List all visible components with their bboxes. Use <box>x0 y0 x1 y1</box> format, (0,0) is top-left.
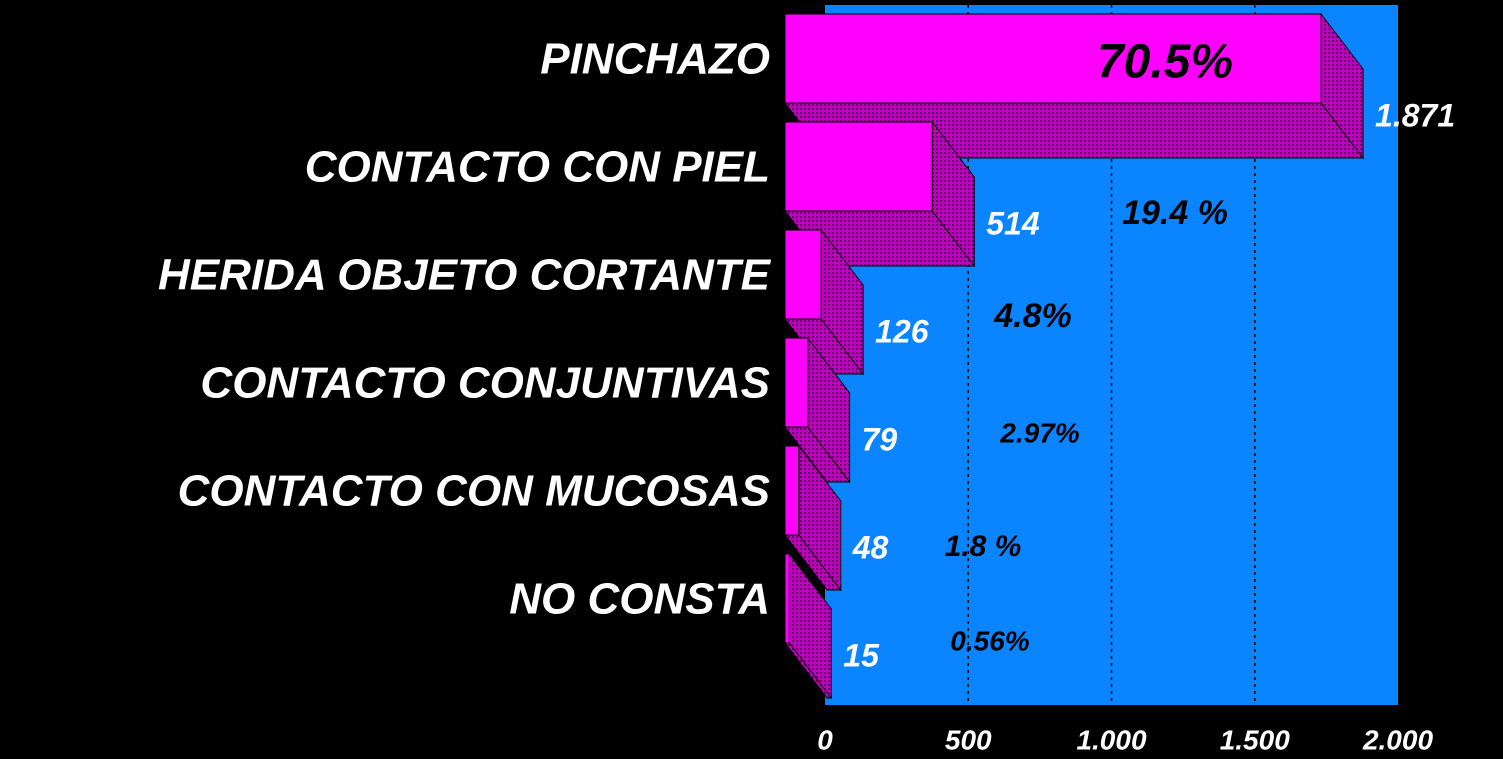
category-label: CONTACTO CONJUNTIVAS <box>200 359 770 408</box>
bar <box>784 337 809 428</box>
bar <box>784 229 822 320</box>
category-label: CONTACTO CON PIEL <box>305 143 770 192</box>
x-tick-label: 1.000 <box>1076 724 1146 755</box>
percent-label: 2.97% <box>999 417 1079 448</box>
value-label: 514 <box>986 205 1040 241</box>
category-label: NO CONSTA <box>509 575 770 624</box>
percent-label: 19.4 % <box>1122 194 1228 232</box>
x-tick-label: 500 <box>945 724 992 755</box>
bar <box>784 13 1322 104</box>
value-label: 1.871 <box>1375 97 1455 133</box>
percent-label: 0.56% <box>950 625 1029 656</box>
category-label: HERIDA OBJETO CORTANTE <box>158 251 772 300</box>
value-label: 79 <box>862 421 898 457</box>
bar <box>784 445 800 536</box>
percent-label: 70.5% <box>1097 36 1233 89</box>
bar <box>784 121 933 212</box>
x-tick-label: 0 <box>817 724 833 755</box>
x-tick-label: 1.500 <box>1220 724 1290 755</box>
category-label: CONTACTO CON MUCOSAS <box>178 467 770 516</box>
value-label: 126 <box>875 313 929 349</box>
value-label: 15 <box>843 637 880 673</box>
percent-label: 4.8% <box>993 297 1072 335</box>
bar <box>784 553 790 644</box>
category-label: PINCHAZO <box>540 35 770 84</box>
percent-label: 1.8 % <box>945 530 1022 563</box>
value-label: 48 <box>852 529 889 565</box>
x-tick-label: 2.000 <box>1362 724 1433 755</box>
